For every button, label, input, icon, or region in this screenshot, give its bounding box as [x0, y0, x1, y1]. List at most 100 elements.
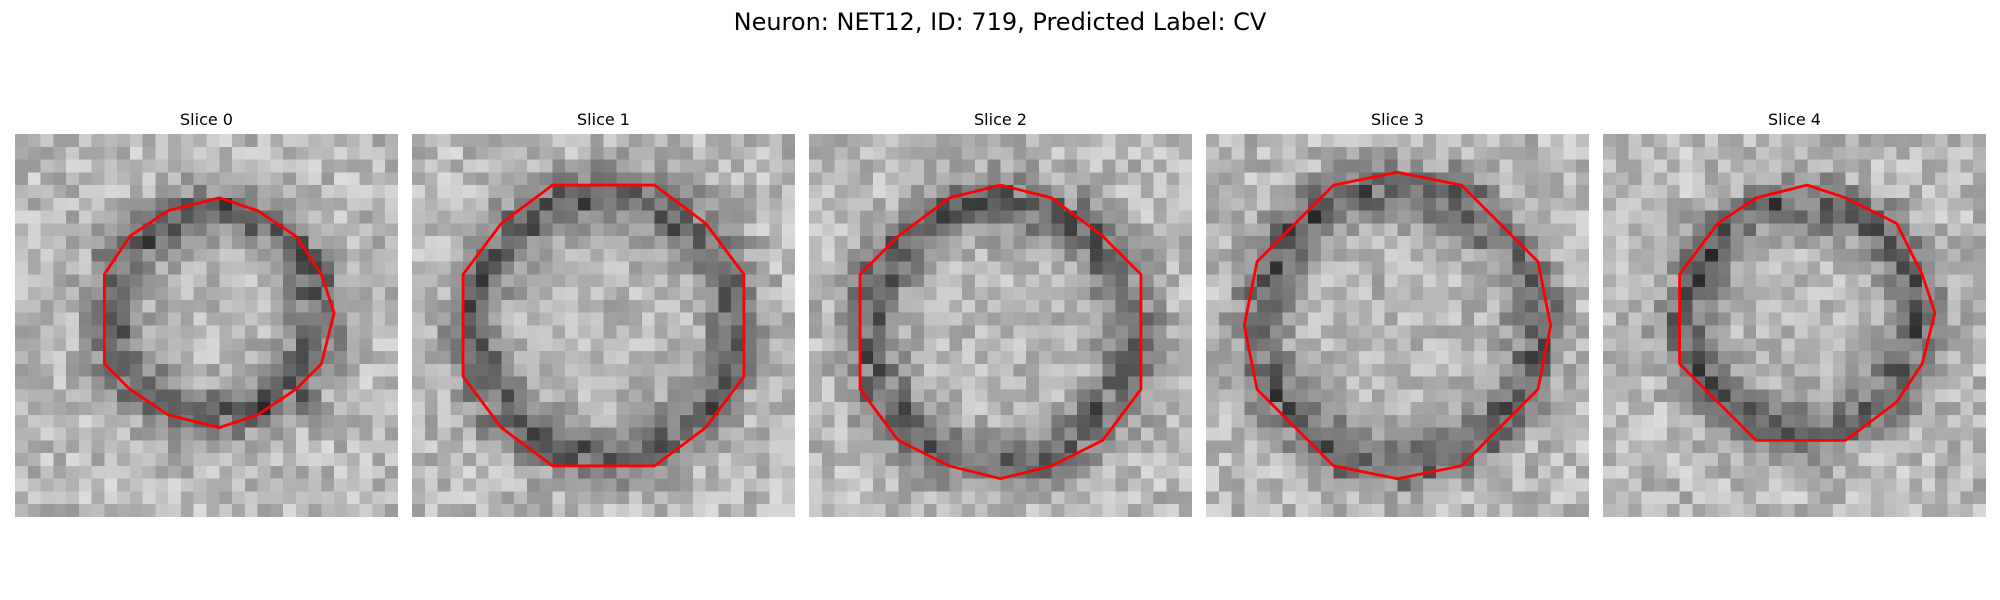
- pixel: [1934, 172, 1948, 186]
- pixel: [1166, 338, 1180, 352]
- pixel: [616, 402, 630, 416]
- pixel: [718, 172, 732, 186]
- pixel: [1717, 312, 1731, 326]
- pixel: [539, 402, 553, 416]
- pixel: [1717, 197, 1731, 211]
- pixel: [590, 414, 604, 428]
- pixel: [117, 427, 131, 441]
- pixel: [1563, 491, 1577, 505]
- pixel: [463, 159, 477, 173]
- pixel: [962, 299, 976, 313]
- pixel: [1934, 197, 1948, 211]
- pixel: [1807, 491, 1821, 505]
- pixel: [743, 236, 757, 250]
- pixel: [219, 351, 233, 365]
- pixel: [53, 440, 67, 454]
- pixel: [1883, 261, 1897, 275]
- pixel: [616, 504, 630, 517]
- pixel: [1282, 338, 1296, 352]
- pixel: [1922, 172, 1936, 186]
- pixel: [705, 236, 719, 250]
- pixel: [1089, 210, 1103, 224]
- pixel: [1153, 363, 1167, 377]
- pixel: [1871, 376, 1885, 390]
- pixel: [1397, 236, 1411, 250]
- pixel: [514, 312, 528, 326]
- pixel: [1756, 363, 1770, 377]
- pixel: [1973, 491, 1986, 505]
- pixel: [1140, 185, 1154, 199]
- pixel: [1371, 248, 1385, 262]
- pixel: [718, 491, 732, 505]
- pixel: [450, 312, 464, 326]
- pixel: [1115, 210, 1129, 224]
- pixel: [1820, 197, 1834, 211]
- pixel: [1051, 261, 1065, 275]
- pixel: [769, 414, 783, 428]
- pixel: [1013, 427, 1027, 441]
- pixel: [27, 491, 41, 505]
- pixel: [346, 299, 360, 313]
- pixel: [66, 236, 80, 250]
- pixel: [1077, 134, 1091, 148]
- pixel: [731, 465, 745, 479]
- pixel: [1128, 363, 1142, 377]
- pixel: [1654, 478, 1668, 492]
- pixel: [321, 146, 335, 160]
- pixel: [1179, 159, 1192, 173]
- pixel: [1410, 338, 1424, 352]
- pixel: [180, 389, 194, 403]
- pixel: [1000, 389, 1014, 403]
- pixel: [1525, 440, 1539, 454]
- pixel: [1858, 402, 1872, 416]
- pixel: [987, 376, 1001, 390]
- pixel: [206, 287, 220, 301]
- pixel: [15, 210, 29, 224]
- pixel: [860, 465, 874, 479]
- pixel: [1038, 223, 1052, 237]
- pixel: [860, 223, 874, 237]
- pixel: [1026, 338, 1040, 352]
- pixel: [1333, 223, 1347, 237]
- pixel: [1705, 274, 1719, 288]
- pixel: [1333, 389, 1347, 403]
- pixel: [1960, 363, 1974, 377]
- pixel: [923, 236, 937, 250]
- pixel: [514, 236, 528, 250]
- pixel: [1717, 389, 1731, 403]
- pixel: [1423, 325, 1437, 339]
- pixel: [1231, 414, 1245, 428]
- pixel: [1384, 351, 1398, 365]
- pixel: [1768, 440, 1782, 454]
- pixel: [155, 159, 169, 173]
- pixel: [1934, 159, 1948, 173]
- pixel: [206, 389, 220, 403]
- pixel: [1641, 236, 1655, 250]
- pixel: [603, 287, 617, 301]
- pixel: [66, 478, 80, 492]
- pixel: [155, 146, 169, 160]
- pixel: [1576, 236, 1589, 250]
- pixel: [1320, 146, 1334, 160]
- pixel: [334, 223, 348, 237]
- pixel: [1474, 299, 1488, 313]
- pixel: [78, 465, 92, 479]
- pixel: [987, 299, 1001, 313]
- pixel: [1410, 478, 1424, 492]
- pixel: [1960, 312, 1974, 326]
- pixel: [1499, 325, 1513, 339]
- pixel: [1346, 159, 1360, 173]
- pixel: [782, 465, 795, 479]
- pixel: [1576, 389, 1589, 403]
- pixel: [743, 312, 757, 326]
- pixel: [1832, 363, 1846, 377]
- pixel: [1435, 440, 1449, 454]
- pixel: [1615, 185, 1629, 199]
- pixel: [1410, 159, 1424, 173]
- pixel: [847, 351, 861, 365]
- pixel: [104, 427, 118, 441]
- pixel: [1102, 465, 1116, 479]
- pixel: [1282, 402, 1296, 416]
- pixel: [488, 312, 502, 326]
- pixel: [1026, 287, 1040, 301]
